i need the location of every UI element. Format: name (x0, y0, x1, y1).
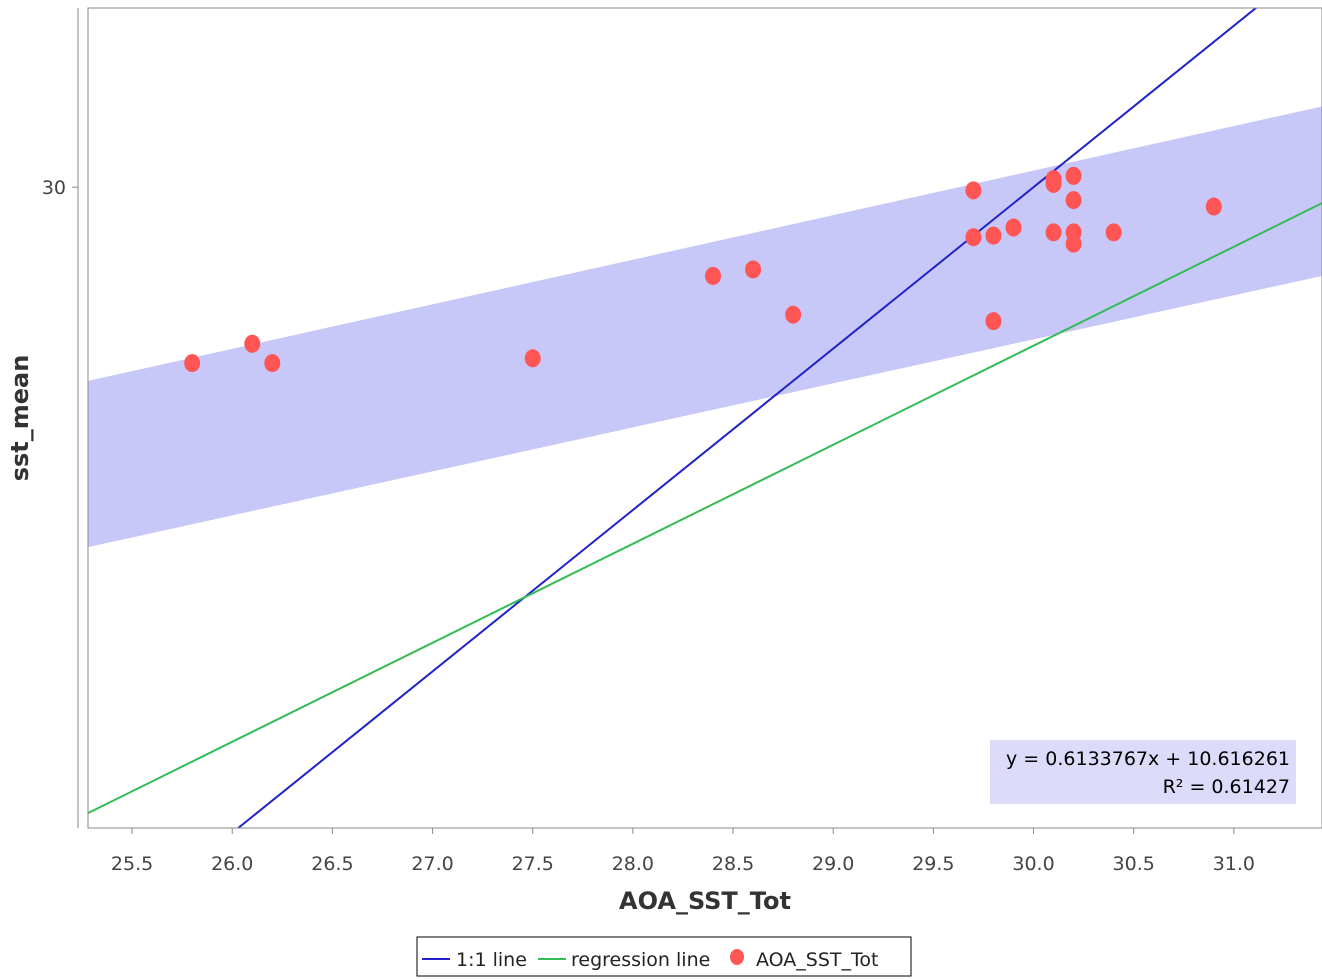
data-point (1045, 223, 1062, 242)
x-tick-label: 30.0 (1012, 853, 1054, 875)
legend-label-regression: regression line (571, 949, 710, 971)
legend-label-points: AOA_SST_Tot (756, 949, 878, 971)
data-point (965, 181, 982, 200)
x-tick-label: 29.5 (912, 853, 954, 875)
legend-swatch-points (730, 949, 744, 965)
legend: 1:1 line regression line AOA_SST_Tot (416, 936, 912, 977)
x-tick-label: 30.5 (1113, 853, 1155, 875)
data-point (1065, 234, 1082, 253)
data-point (244, 334, 261, 353)
y-axis-title: sst_mean (6, 355, 34, 482)
x-tick-label: 28.0 (612, 853, 654, 875)
y-tick-label: 30 (42, 177, 66, 199)
data-point (965, 228, 982, 247)
equation-line: y = 0.6133767x + 10.616261 (1006, 748, 1290, 770)
data-point (985, 312, 1002, 331)
legend-label-one-to-one: 1:1 line (456, 949, 527, 971)
x-tick-label: 28.5 (712, 853, 754, 875)
r-squared-line: R² = 0.61427 (1163, 776, 1290, 798)
x-tick-label: 27.0 (411, 853, 453, 875)
data-point (1205, 197, 1222, 216)
x-tick-label: 25.5 (111, 853, 153, 875)
data-point (785, 305, 802, 324)
x-tick-label: 26.0 (211, 853, 253, 875)
data-point (1065, 191, 1082, 210)
y-axis-ticks: 30 (42, 177, 78, 199)
one-to-one-line (236, 8, 1258, 828)
data-point (264, 354, 281, 373)
plot-frame (87, 7, 1322, 829)
data-point (1045, 174, 1062, 193)
x-tick-label: 31.0 (1213, 853, 1255, 875)
data-point (1105, 223, 1122, 242)
confidence-band (88, 106, 1322, 548)
regression-line (88, 202, 1322, 814)
data-point (1005, 218, 1022, 237)
equation-box: y = 0.6133767x + 10.616261 R² = 0.61427 (990, 740, 1296, 804)
x-axis-ticks: 25.5 26.0 26.5 27.0 27.5 28.0 28.5 29.0 29.5 30.0… (111, 828, 1255, 875)
x-axis-title: AOA_SST_Tot (619, 887, 791, 915)
data-point (184, 354, 201, 373)
equation-background (990, 740, 1296, 804)
legend-frame (416, 936, 912, 977)
data-point (745, 260, 762, 279)
x-tick-label: 29.0 (812, 853, 854, 875)
x-tick-label: 27.5 (512, 853, 554, 875)
data-point (1065, 166, 1082, 185)
data-point (524, 349, 541, 368)
data-point (985, 226, 1002, 245)
scatter-points (184, 166, 1222, 373)
x-tick-label: 26.5 (311, 853, 353, 875)
data-point (705, 266, 722, 285)
